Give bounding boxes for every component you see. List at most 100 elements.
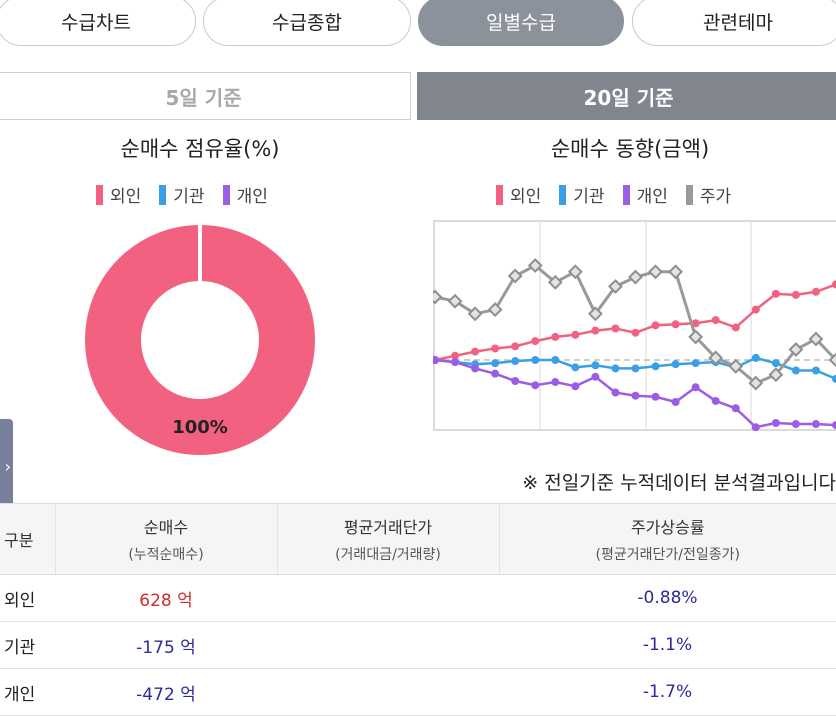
data-point-주가 <box>688 329 704 345</box>
data-point-기관 <box>691 359 700 368</box>
legend-label: 기관 <box>173 187 205 207</box>
data-point-개인 <box>811 420 820 429</box>
data-point-주가 <box>748 375 764 391</box>
data-point-주가 <box>628 269 643 285</box>
data-point-주가 <box>547 274 563 290</box>
legend-swatch <box>222 184 230 205</box>
header-sublabel: (거래대금/거래량) <box>335 547 441 563</box>
price-change-value: -1.1% <box>499 621 836 669</box>
legend-item-institution: 기관 <box>159 182 205 207</box>
data-point-기관 <box>571 363 580 372</box>
tab-supply-chart[interactable]: 수급차트 <box>0 0 196 46</box>
data-point-개인 <box>491 369 500 378</box>
donut-legend: 외인 기관 개인 <box>96 182 268 207</box>
price-change-value: -0.88% <box>499 574 836 622</box>
donut-title: 순매수 점유율(%) <box>120 137 280 161</box>
trend-chart <box>433 220 836 432</box>
supply-table: 구분 순매수 (누적순매수) 평균거래단가 (거래대금/거래량) 주가상승률 (평균거… <box>0 503 836 716</box>
row-label: 기관 <box>0 621 55 669</box>
avg-price-value <box>277 621 499 669</box>
period-5day-button[interactable]: 5일 기준 <box>0 72 411 120</box>
data-point-기관 <box>611 364 620 373</box>
data-point-외인 <box>832 280 836 289</box>
legend-item-foreign: 외인 <box>96 182 141 207</box>
data-point-기관 <box>591 361 600 370</box>
legend-item-individual: 개인 <box>222 182 268 207</box>
net-buy-value: -175 억 <box>55 621 277 669</box>
data-point-개인 <box>611 388 620 397</box>
data-point-개인 <box>531 381 540 390</box>
row-label: 외인 <box>0 574 55 622</box>
analysis-note: ※ 전일기준 누적데이터 분석결과입니다 <box>522 472 836 494</box>
period-20day-button[interactable]: 20일 기준 <box>417 72 836 120</box>
data-point-외인 <box>731 323 740 332</box>
donut-chart: 100% <box>85 220 315 455</box>
col-header-net-buy: 순매수 (누적순매수) <box>55 503 278 575</box>
row-label: 개인 <box>0 668 55 716</box>
data-point-외인 <box>451 351 460 360</box>
data-point-외인 <box>711 316 720 325</box>
col-header-price-change: 주가상승률 (평균거래단가/전일종가) <box>499 503 836 575</box>
data-point-주가 <box>828 352 836 368</box>
data-point-외인 <box>591 326 600 335</box>
data-point-외인 <box>691 319 700 328</box>
data-point-주가 <box>768 367 784 383</box>
data-point-개인 <box>731 404 740 413</box>
data-point-개인 <box>771 419 780 427</box>
legend-item-foreign: 외인 <box>496 182 541 207</box>
data-point-주가 <box>648 264 663 280</box>
data-point-주가 <box>608 279 623 294</box>
side-drawer-handle[interactable]: › <box>0 419 13 513</box>
data-point-외인 <box>471 347 480 356</box>
avg-price-value <box>277 574 499 622</box>
table-row: 개인 -472 억 -1.7% <box>0 668 836 716</box>
data-point-주가 <box>728 358 744 374</box>
tab-daily-supply[interactable]: 일별수급 <box>418 0 624 46</box>
legend-label: 외인 <box>510 187 542 207</box>
legend-swatch <box>159 184 167 205</box>
data-point-개인 <box>671 398 680 406</box>
data-point-주가 <box>487 302 503 318</box>
data-point-개인 <box>711 396 720 405</box>
data-point-외인 <box>611 324 620 333</box>
data-point-개인 <box>651 392 660 401</box>
data-point-외인 <box>751 305 760 314</box>
data-point-주가 <box>788 342 804 357</box>
legend-label: 주가 <box>699 187 732 207</box>
data-point-기관 <box>771 359 780 368</box>
legend-label: 외인 <box>110 187 142 207</box>
data-point-기관 <box>811 366 820 375</box>
data-point-개인 <box>471 364 480 373</box>
legend-swatch <box>496 184 503 205</box>
data-point-외인 <box>651 321 660 330</box>
price-change-value: -1.7% <box>499 668 836 716</box>
chevron-right-icon: › <box>4 456 11 476</box>
data-point-주가 <box>587 306 603 322</box>
tab-supply-summary[interactable]: 수급종합 <box>203 0 411 46</box>
header-label: 구분 <box>4 531 34 550</box>
data-point-기관 <box>551 356 560 364</box>
trend-title: 순매수 동향(금액) <box>550 137 710 161</box>
tab-related-themes[interactable]: 관련테마 <box>632 0 836 46</box>
data-point-외인 <box>491 344 500 353</box>
data-point-외인 <box>671 320 680 329</box>
data-point-외인 <box>551 332 560 341</box>
data-point-개인 <box>691 383 700 392</box>
data-point-외인 <box>771 289 780 298</box>
data-point-기관 <box>751 353 760 362</box>
data-point-외인 <box>571 330 580 339</box>
data-point-외인 <box>631 328 640 337</box>
table-row: 외인 628 억 -0.88% <box>0 574 836 622</box>
col-header-avg-price: 평균거래단가 (거래대금/거래량) <box>277 503 500 575</box>
legend-item-price: 주가 <box>685 182 732 207</box>
legend-item-individual: 개인 <box>622 182 668 207</box>
legend-swatch <box>559 184 567 205</box>
data-point-외인 <box>531 337 540 346</box>
legend-label: 개인 <box>236 187 268 207</box>
trend-legend: 외인 기관 개인 주가 <box>496 182 731 207</box>
net-buy-value: 628 억 <box>55 574 277 622</box>
data-point-외인 <box>511 342 520 351</box>
legend-label: 개인 <box>636 187 668 207</box>
data-point-주가 <box>447 293 463 309</box>
data-point-개인 <box>631 391 640 400</box>
